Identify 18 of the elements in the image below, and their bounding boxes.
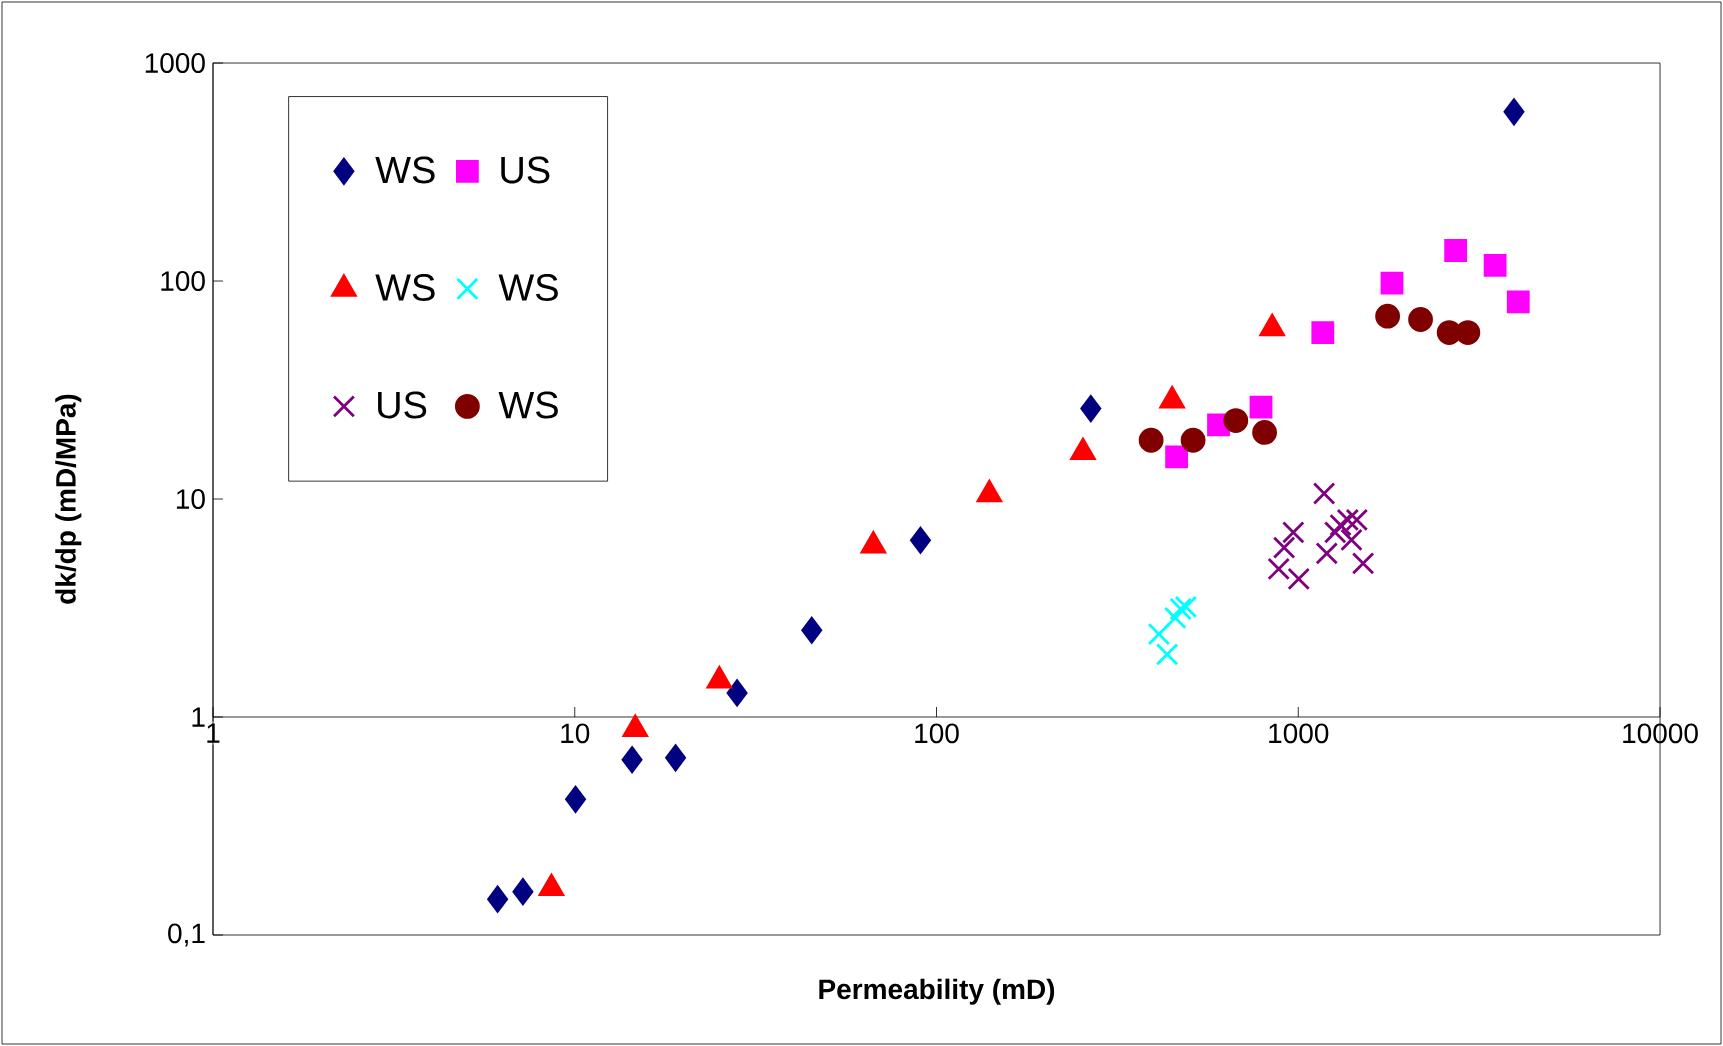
x-tick-label: 10000 xyxy=(1623,723,1698,744)
x-tick-label: 1000 xyxy=(1269,723,1329,744)
legend-label: WS xyxy=(375,156,435,184)
legend-label: US xyxy=(501,156,550,184)
legend-label: WS xyxy=(375,274,435,301)
y-tick-label: 100 xyxy=(161,271,205,291)
x-tick-label: 10 xyxy=(561,723,590,744)
x-axis-title: Permeability (mD) xyxy=(819,978,1055,1005)
y-axis-title: dk/dp (mD/MPa) xyxy=(55,394,82,604)
legend-label: US xyxy=(378,391,427,419)
y-tick-label: 0,1 xyxy=(168,923,205,947)
y-tick-label: 1000 xyxy=(145,53,205,73)
y-tick-label: 10 xyxy=(176,489,205,509)
legend-label: WS xyxy=(498,391,558,419)
x-tick-label: 1 xyxy=(207,723,220,743)
x-tick-label: 100 xyxy=(915,723,959,744)
legend-label: WS xyxy=(498,274,558,301)
y-tick-label: 1 xyxy=(192,707,205,727)
